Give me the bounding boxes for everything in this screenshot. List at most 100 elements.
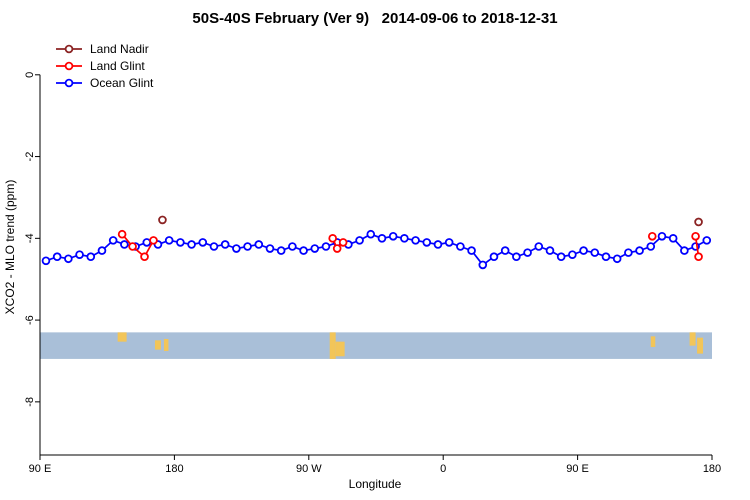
data-point: [321, 242, 331, 251]
data-point: [590, 248, 600, 257]
surface-band-ocean: [40, 332, 712, 359]
x-tick-label: 90 E: [29, 463, 52, 475]
data-point: [243, 242, 252, 251]
y-tick-label: -4: [24, 233, 36, 243]
data-point: [158, 215, 167, 225]
x-tick-label: 0: [440, 463, 446, 475]
data-point: [64, 254, 73, 264]
surface-band-land-patch: [697, 337, 704, 354]
legend-item-land-nadir: Land Nadir: [54, 40, 153, 57]
data-point: [52, 252, 62, 262]
data-point: [232, 244, 241, 253]
x-tick-label: 180: [165, 463, 183, 475]
surface-band-land-patch: [689, 332, 696, 346]
data-point: [545, 246, 555, 255]
data-point: [523, 248, 532, 257]
data-point: [657, 231, 667, 241]
data-point: [276, 246, 286, 255]
chart-title: 50S-40S February (Ver 9) 2014-09-06 to 2…: [192, 10, 558, 27]
data-point: [467, 246, 476, 255]
data-point: [299, 246, 308, 255]
data-point: [694, 252, 703, 262]
x-axis-label: Longitude: [348, 477, 402, 491]
data-point: [128, 242, 137, 251]
data-point: [254, 240, 264, 249]
data-point: [198, 238, 208, 247]
surface-band-land-patch: [650, 336, 656, 347]
data-point: [120, 240, 129, 249]
data-point: [355, 236, 364, 245]
data-point: [579, 246, 588, 255]
data-point: [646, 242, 656, 251]
series-ocean-glint: [41, 229, 712, 270]
y-axis-label: XCO2 - MLO trend (ppm): [3, 179, 17, 315]
land-glint-marker-icon: [56, 61, 82, 70]
data-point: [433, 240, 443, 249]
land-nadir-marker-icon: [56, 44, 82, 53]
data-point: [220, 240, 230, 249]
data-point: [377, 234, 387, 243]
legend-item-ocean-glint: Ocean Glint: [54, 74, 153, 91]
data-point: [108, 236, 118, 245]
data-point: [422, 238, 432, 247]
surface-band-land-patch: [163, 338, 169, 351]
y-tick-label: -6: [24, 315, 36, 325]
data-point: [478, 260, 488, 270]
data-point: [702, 236, 712, 245]
data-point: [668, 234, 678, 243]
x-tick-label: 90 W: [296, 463, 322, 475]
data-point: [288, 242, 297, 251]
surface-band-land-patch: [335, 341, 345, 357]
data-point: [534, 242, 544, 251]
data-point: [164, 236, 174, 245]
data-point: [149, 236, 158, 245]
surface-band-land-patch: [117, 332, 127, 342]
data-point: [117, 229, 127, 239]
data-point: [500, 246, 510, 255]
data-point: [332, 244, 342, 253]
data-point: [647, 231, 657, 241]
data-point: [265, 244, 275, 253]
data-point: [624, 248, 633, 257]
x-tick-label: 180: [703, 463, 721, 475]
series-land-glint: [117, 229, 703, 262]
data-point: [86, 252, 96, 262]
y-tick-label: -8: [24, 397, 36, 407]
data-point: [366, 229, 376, 239]
surface-band-land-patch: [329, 332, 336, 359]
x-tick-label: 90 E: [566, 463, 589, 475]
data-point: [694, 217, 703, 227]
legend: Land Nadir Land Glint Ocean Glint: [54, 40, 153, 91]
data-point: [328, 234, 337, 243]
series-line: [121, 233, 155, 259]
legend-item-land-glint: Land Glint: [54, 57, 153, 74]
data-point: [411, 236, 420, 245]
data-point: [97, 246, 107, 255]
surface-band-land-patch: [154, 340, 161, 350]
series-land-nadir: [158, 215, 703, 227]
data-point: [388, 231, 398, 241]
data-point: [489, 252, 499, 262]
legend-label: Ocean Glint: [90, 75, 154, 90]
data-point: [456, 242, 465, 251]
data-point: [140, 252, 149, 262]
data-point: [680, 246, 689, 255]
data-point: [612, 254, 622, 264]
data-point: [601, 252, 611, 262]
data-point: [176, 238, 185, 247]
data-point: [75, 250, 84, 259]
data-point: [556, 252, 566, 262]
ocean-glint-marker-icon: [56, 78, 82, 87]
legend-label: Land Nadir: [90, 41, 149, 56]
data-point: [338, 238, 348, 247]
y-tick-label: -2: [24, 152, 36, 162]
data-point: [691, 231, 700, 241]
data-point: [512, 252, 521, 262]
data-point: [41, 256, 51, 266]
data-point: [209, 242, 219, 251]
data-point: [187, 240, 196, 249]
data-point: [310, 244, 320, 253]
data-point: [635, 246, 644, 255]
